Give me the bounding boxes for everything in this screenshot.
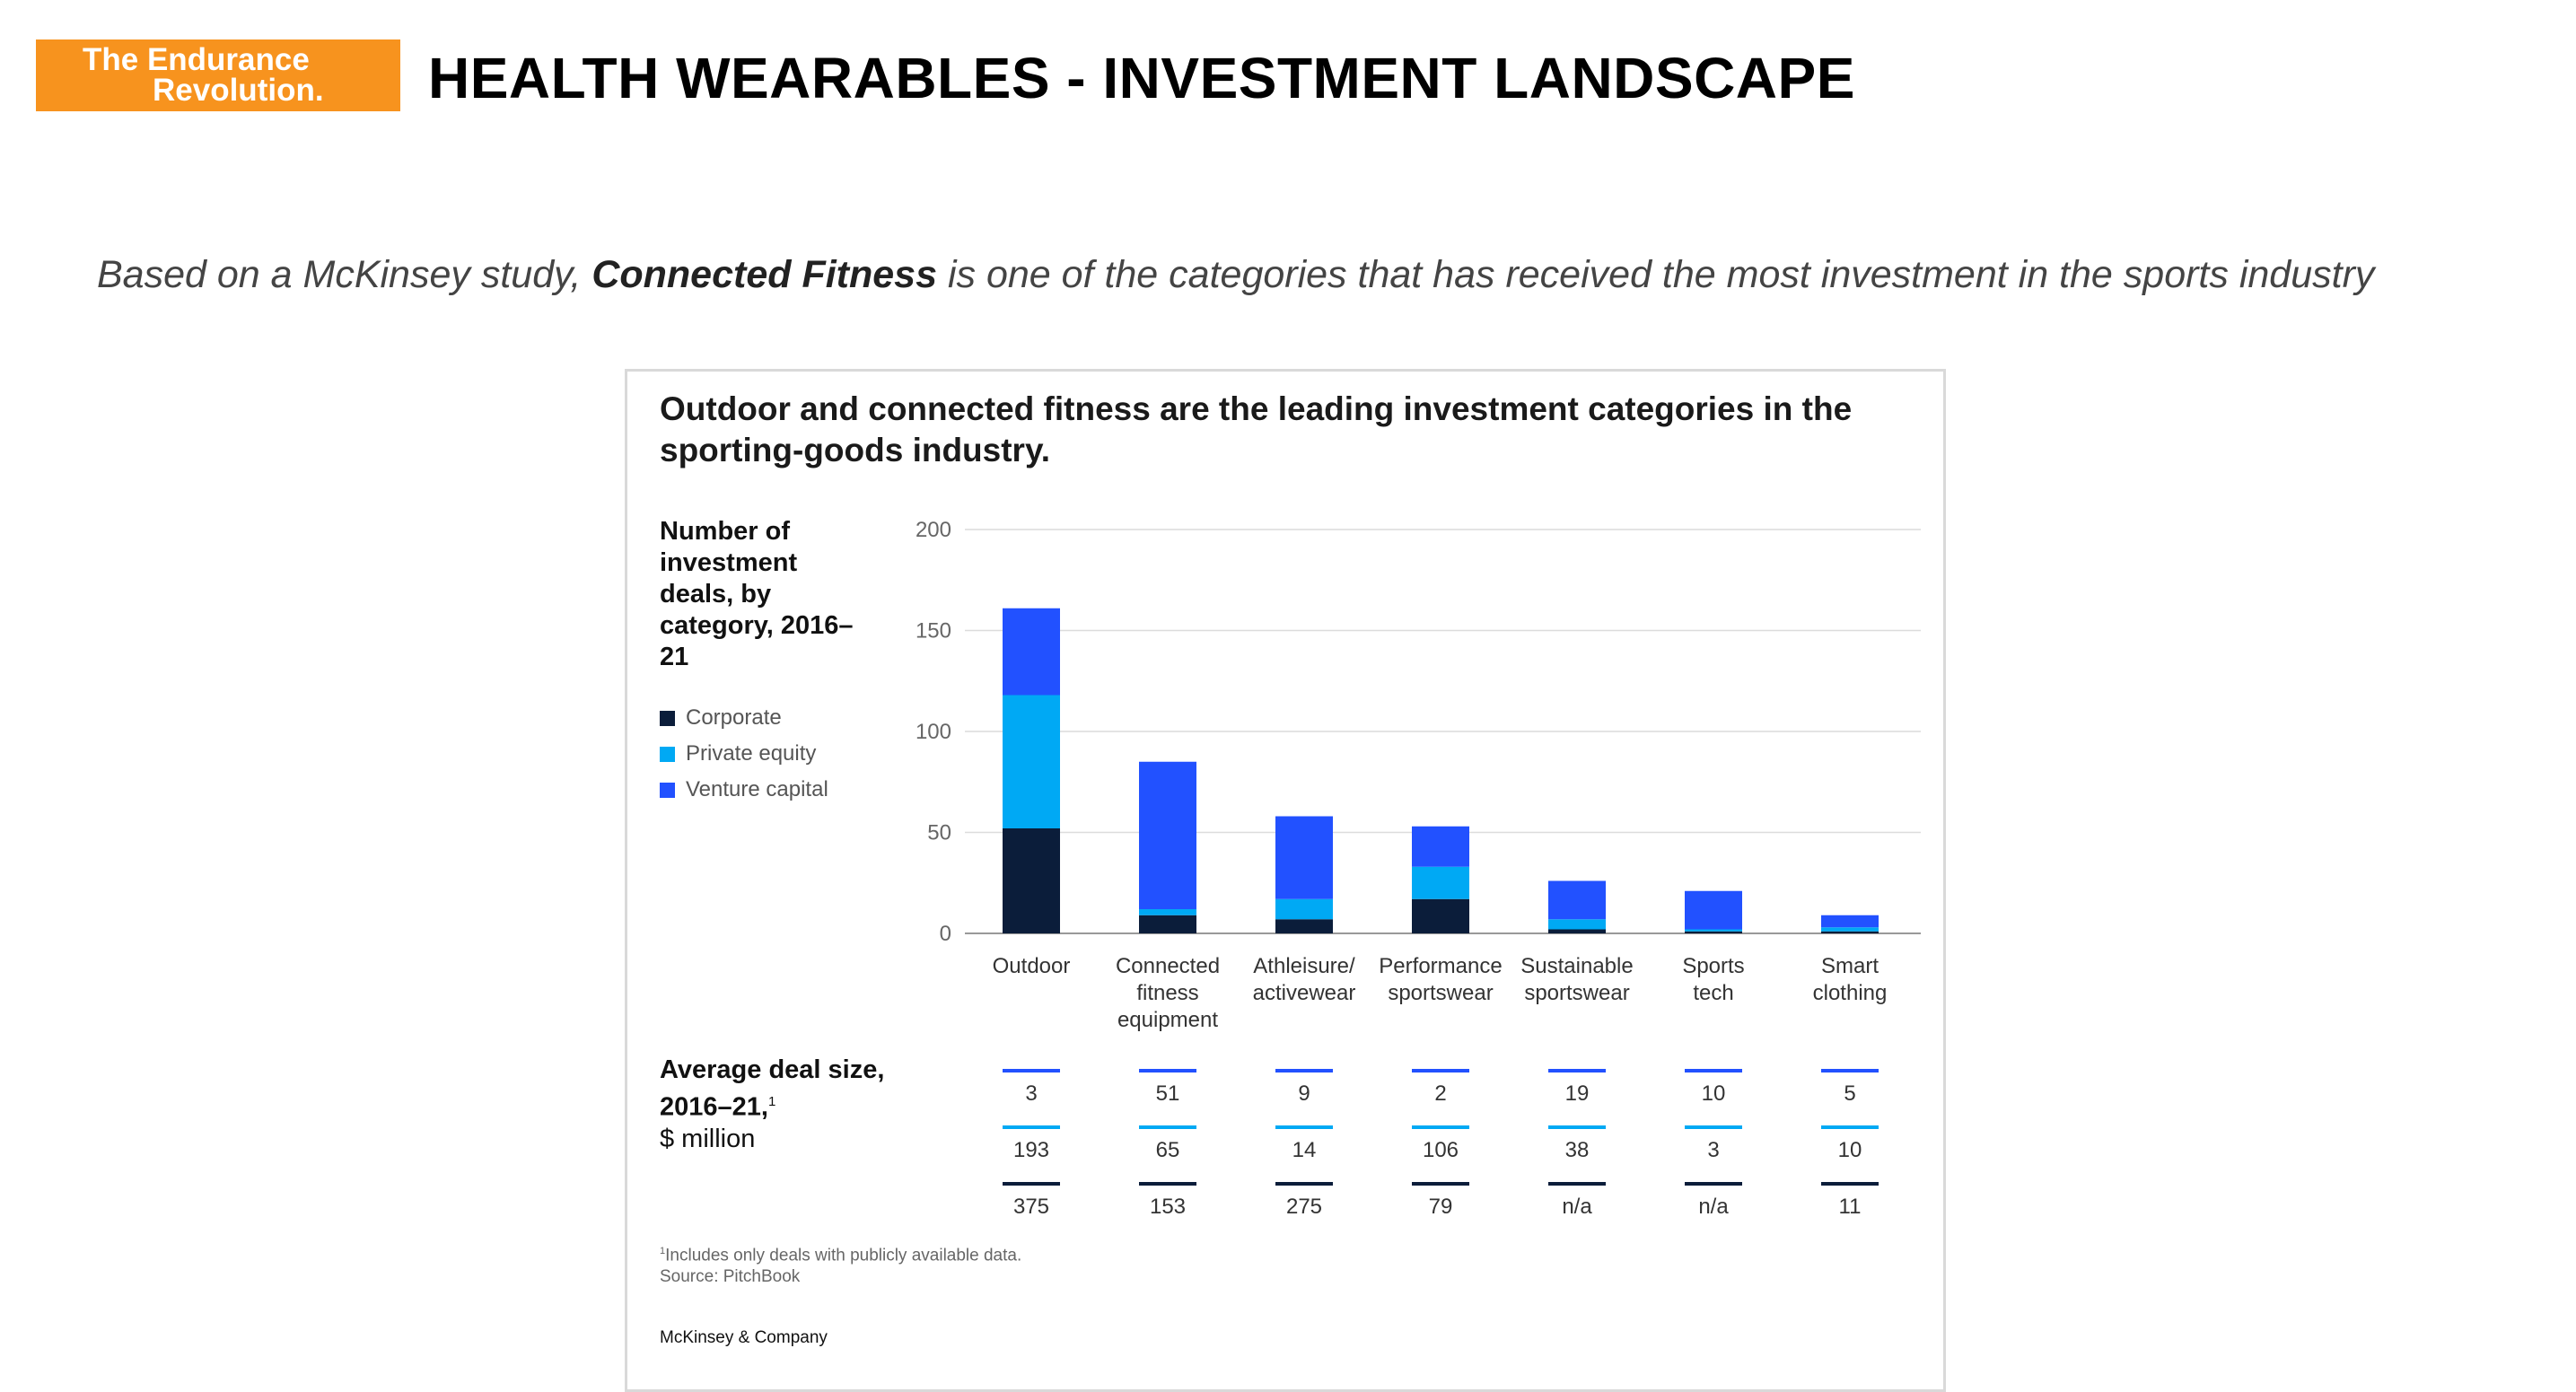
y-tick-label-0: 0 bbox=[940, 922, 951, 946]
bar-venture-capital-3 bbox=[1412, 826, 1469, 867]
logo-line-1: The Endurance bbox=[83, 42, 310, 77]
bar-private-equity-2 bbox=[1275, 898, 1333, 920]
x-tick-label-2-0: Athleisure/ bbox=[1253, 954, 1355, 978]
bar-venture-capital-1 bbox=[1139, 761, 1196, 909]
bar-private-equity-0 bbox=[1003, 695, 1060, 828]
bar-private-equity-5 bbox=[1685, 929, 1742, 932]
bar-venture-capital-4 bbox=[1548, 880, 1606, 920]
avg-value-venture-capital-4: 19 bbox=[1565, 1081, 1590, 1106]
bar-venture-capital-0 bbox=[1003, 608, 1060, 696]
subtitle-prefix: Based on a McKinsey study, bbox=[97, 253, 592, 296]
footnote-text: Includes only deals with publicly availa… bbox=[665, 1246, 1022, 1265]
bar-corporate-4 bbox=[1548, 929, 1606, 933]
bar-venture-capital-2 bbox=[1275, 816, 1333, 899]
x-tick-label-1-1: fitness bbox=[1136, 981, 1198, 1005]
avg-value-private-equity-6: 10 bbox=[1838, 1138, 1862, 1162]
bar-venture-capital-5 bbox=[1685, 890, 1742, 930]
bar-corporate-0 bbox=[1003, 828, 1060, 933]
legend-swatch-private-equity bbox=[660, 746, 675, 762]
bar-corporate-2 bbox=[1275, 919, 1333, 933]
bar-private-equity-1 bbox=[1139, 909, 1196, 915]
avg-value-venture-capital-6: 5 bbox=[1844, 1081, 1855, 1106]
x-tick-label-3-1: sportswear bbox=[1388, 981, 1493, 1005]
legend-item-venture-capital: Venture capital bbox=[660, 772, 828, 808]
bar-corporate-5 bbox=[1685, 931, 1742, 933]
x-tick-label-1-2: equipment bbox=[1117, 1008, 1218, 1032]
subtitle-emphasis: Connected Fitness bbox=[591, 253, 937, 296]
legend-label-private-equity: Private equity bbox=[686, 741, 817, 766]
avg-value-venture-capital-1: 51 bbox=[1156, 1081, 1180, 1106]
avg-value-venture-capital-2: 9 bbox=[1298, 1081, 1310, 1106]
avg-value-corporate-0: 375 bbox=[1013, 1195, 1049, 1219]
chart-footnote: 1Includes only deals with publicly avail… bbox=[660, 1240, 1021, 1288]
legend-item-private-equity: Private equity bbox=[660, 736, 828, 772]
avg-value-private-equity-1: 65 bbox=[1156, 1138, 1180, 1162]
chart-title: Outdoor and connected fitness are the le… bbox=[660, 390, 1853, 468]
legend-item-corporate: Corporate bbox=[660, 700, 828, 736]
x-tick-label-0-0: Outdoor bbox=[993, 954, 1071, 978]
avg-value-private-equity-3: 106 bbox=[1423, 1138, 1459, 1162]
bar-venture-capital-6 bbox=[1821, 915, 1879, 928]
page-title: HEALTH WEARABLES - INVESTMENT LANDSCAPE bbox=[428, 46, 1855, 110]
avg-value-corporate-1: 153 bbox=[1150, 1195, 1186, 1219]
chart-legend: Corporate Private equity Venture capital bbox=[660, 700, 828, 808]
y-tick-label-150: 150 bbox=[916, 619, 951, 643]
y-tick-label-200: 200 bbox=[916, 518, 951, 542]
avg-value-corporate-6: 11 bbox=[1839, 1195, 1862, 1219]
avg-value-venture-capital-3: 2 bbox=[1434, 1081, 1446, 1106]
x-tick-label-2-1: activewear bbox=[1253, 981, 1356, 1005]
x-tick-label-1-0: Connected bbox=[1116, 954, 1220, 978]
bar-corporate-6 bbox=[1821, 931, 1879, 933]
x-tick-label-5-0: Sports bbox=[1682, 954, 1744, 978]
avg-deal-size-unit: $ million bbox=[660, 1124, 756, 1153]
source-text: Source: PitchBook bbox=[660, 1267, 801, 1287]
x-tick-label-4-0: Sustainable bbox=[1520, 954, 1633, 978]
brand-logo: The Endurance Revolution. bbox=[36, 39, 400, 111]
bar-private-equity-4 bbox=[1548, 919, 1606, 930]
publisher-credit: McKinsey & Company bbox=[660, 1328, 828, 1347]
bar-corporate-1 bbox=[1139, 915, 1196, 933]
legend-swatch-corporate bbox=[660, 710, 675, 726]
y-tick-label-50: 50 bbox=[927, 821, 951, 845]
footnote-marker: 1 bbox=[660, 1246, 666, 1256]
legend-label-venture-capital: Venture capital bbox=[686, 777, 828, 801]
logo-line-2: Revolution. bbox=[153, 73, 324, 108]
x-tick-label-6-1: clothing bbox=[1813, 981, 1888, 1005]
legend-swatch-venture-capital bbox=[660, 782, 675, 798]
slide-subtitle: Based on a McKinsey study, Connected Fit… bbox=[97, 253, 2374, 297]
avg-deal-size-title: Average deal size, 2016–21,1 $ million bbox=[660, 1055, 893, 1155]
x-tick-label-6-0: Smart bbox=[1821, 954, 1879, 978]
avg-value-private-equity-0: 193 bbox=[1013, 1138, 1049, 1162]
avg-deal-size-heading: Average deal size, 2016–21, bbox=[660, 1055, 885, 1122]
avg-value-private-equity-5: 3 bbox=[1707, 1138, 1719, 1162]
avg-value-corporate-5: n/a bbox=[1698, 1195, 1729, 1219]
avg-value-corporate-2: 275 bbox=[1286, 1195, 1322, 1219]
bar-private-equity-3 bbox=[1412, 866, 1469, 899]
x-tick-label-3-0: Performance bbox=[1379, 954, 1502, 978]
avg-value-private-equity-4: 38 bbox=[1565, 1138, 1590, 1162]
avg-value-corporate-4: n/a bbox=[1562, 1195, 1592, 1219]
avg-value-corporate-3: 79 bbox=[1429, 1195, 1453, 1219]
y-tick-label-100: 100 bbox=[916, 720, 951, 744]
x-tick-label-4-1: sportswear bbox=[1524, 981, 1629, 1005]
legend-label-corporate: Corporate bbox=[686, 705, 782, 730]
avg-value-private-equity-2: 14 bbox=[1292, 1138, 1317, 1162]
bar-private-equity-6 bbox=[1821, 927, 1879, 932]
avg-value-venture-capital-0: 3 bbox=[1025, 1081, 1037, 1106]
bar-corporate-3 bbox=[1412, 898, 1469, 933]
x-tick-label-5-1: tech bbox=[1693, 981, 1733, 1005]
subtitle-suffix: is one of the categories that has receiv… bbox=[937, 253, 2375, 296]
avg-value-venture-capital-5: 10 bbox=[1702, 1081, 1726, 1106]
y-axis-title: Number of investment deals, by category,… bbox=[660, 517, 854, 671]
avg-deal-size-footnote-marker: 1 bbox=[767, 1094, 776, 1109]
